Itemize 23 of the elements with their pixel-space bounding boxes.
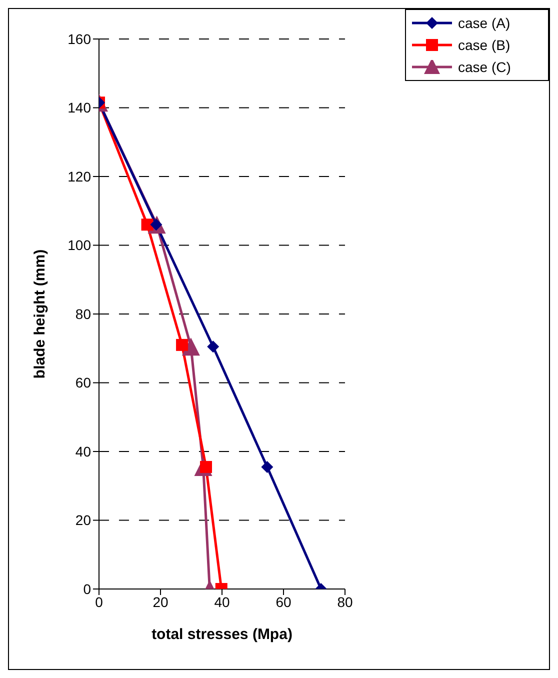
y-tick-label: 20 [75,512,92,528]
point [176,338,188,351]
y-tick-label: 160 [68,30,92,47]
legend-label: case (B) [458,37,510,53]
y-axis-title: blade height (mm) [31,249,48,379]
y-tick-label: 60 [75,374,92,391]
y-tick-label: 140 [68,100,92,116]
legend-label: case (A) [458,15,510,31]
y-tick-label: 80 [75,306,92,322]
y-tick-label: 120 [68,168,92,184]
x-tick-label: 40 [214,594,230,610]
y-tick-label: 100 [68,237,92,254]
y-tick-label: 0 [83,580,92,597]
x-tick-label: 0 [95,594,104,610]
point [141,218,154,231]
x-tick-label: 80 [337,594,353,610]
point [261,460,274,473]
point [207,340,220,353]
x-tick-label: 60 [276,594,292,610]
y-tick-label: 40 [75,443,92,460]
x-axis-title: total stresses (Mpa) [152,626,292,643]
legend-label: case (C) [458,59,511,75]
x-tick-label: 20 [152,594,168,610]
